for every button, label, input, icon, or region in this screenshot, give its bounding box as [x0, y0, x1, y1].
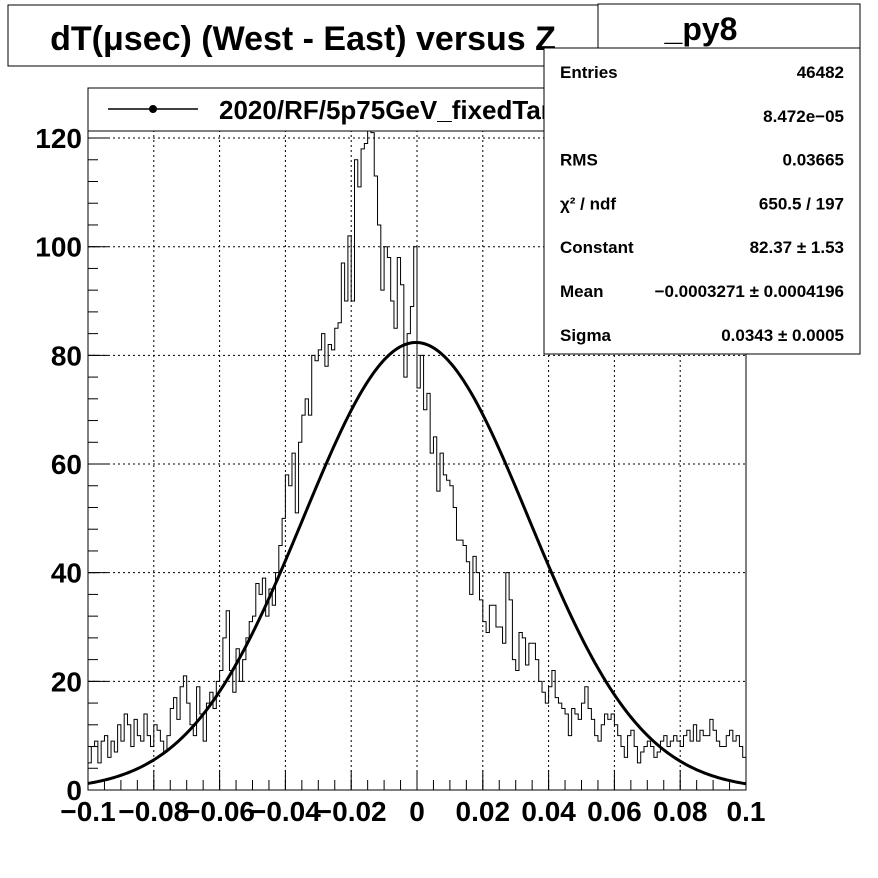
legend: 2020/RF/5p75GeV_fixedTarget [87, 87, 614, 132]
y-tick-label: 80 [51, 340, 82, 371]
x-tick-label: −0.04 [250, 796, 321, 827]
legend-marker-dot [149, 105, 157, 113]
chart-title: dT(μsec) (West - East) versus Z [50, 20, 556, 58]
y-tick-label: 100 [35, 232, 82, 263]
y-tick-label: 40 [51, 558, 82, 589]
stats-row-value: 82.37 ± 1.53 [750, 238, 844, 257]
stats-title: _py8 [664, 11, 738, 47]
x-tick-label: −0.02 [316, 796, 387, 827]
stats-row-value: 0.03665 [783, 151, 844, 170]
stats-row-value: 46482 [797, 63, 844, 82]
y-tick-label: 120 [35, 123, 82, 154]
stats-row-label: χ² / ndf [560, 194, 616, 213]
x-tick-label: 0.06 [587, 796, 642, 827]
gaussian-fit-curve [87, 341, 747, 786]
stats-row-value: −0.0003271 ± 0.0004196 [655, 282, 844, 301]
stats-row-value: 0.0343 ± 0.0005 [721, 326, 844, 345]
x-tick-label: 0.04 [521, 796, 576, 827]
stats-row-label: RMS [560, 151, 598, 170]
stats-row-label: Mean [560, 282, 603, 301]
x-tick-label: 0 [409, 796, 425, 827]
stats-row-value: 8.472e−05 [763, 107, 844, 126]
stats-row-label: Sigma [560, 326, 612, 345]
stats-row-value: 650.5 / 197 [759, 194, 844, 213]
axes: −0.1 −0.08−0.06−0.04−0.02 0 0.02 0.04 0.06 0.0… [35, 115, 766, 827]
x-tick-label: −0.08 [118, 796, 189, 827]
histogram-series [88, 115, 746, 764]
plot-series [87, 115, 747, 786]
x-tick-label: 0.08 [653, 796, 708, 827]
stats-row-label: Entries [560, 63, 618, 82]
x-tick-label: −0.06 [184, 796, 255, 827]
stats-box: _py8 Entries 46482 8.472e−05 RMS 0.03665 χ² /… [543, 3, 861, 355]
legend-label: 2020/RF/5p75GeV_fixedTarget [219, 95, 590, 125]
y-tick-label: 20 [51, 666, 82, 697]
x-tick-label: −0.1 [60, 796, 115, 827]
title-box: dT(μsec) (West - East) versus Z [7, 4, 599, 67]
y-tick-label: 0 [66, 775, 82, 806]
y-tick-label: 60 [51, 449, 82, 480]
x-tick-label: 0.02 [456, 796, 511, 827]
x-tick-label: 0.1 [727, 796, 766, 827]
stats-row-label: Constant [560, 238, 634, 257]
